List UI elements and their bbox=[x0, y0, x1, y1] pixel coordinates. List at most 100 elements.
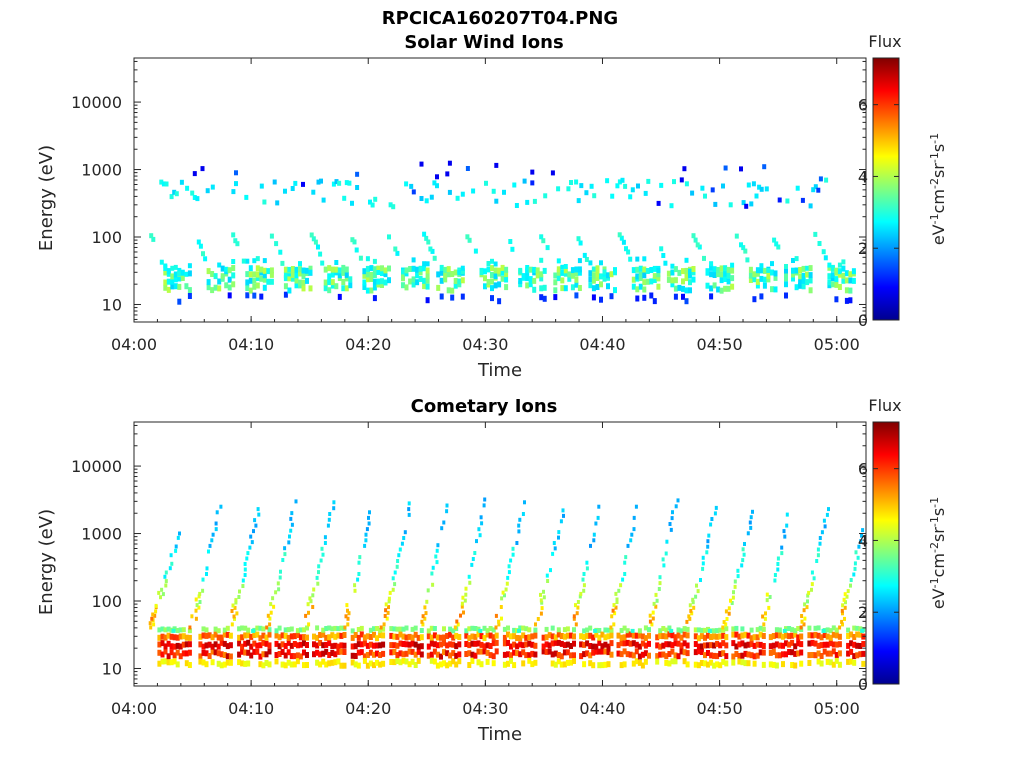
data-cell bbox=[506, 651, 510, 658]
data-cell bbox=[178, 643, 183, 650]
data-cell bbox=[801, 277, 806, 284]
data-cell bbox=[334, 283, 339, 290]
data-cell bbox=[490, 295, 494, 302]
data-cell bbox=[837, 268, 842, 275]
data-cell bbox=[751, 181, 756, 187]
data-cell bbox=[670, 642, 675, 649]
data-cell bbox=[497, 622, 501, 627]
data-cell bbox=[169, 194, 174, 200]
data-cell bbox=[710, 187, 715, 193]
data-cell bbox=[267, 631, 272, 638]
data-cell bbox=[470, 657, 475, 664]
data-cell bbox=[547, 648, 552, 655]
data-cell bbox=[228, 659, 233, 666]
data-cell bbox=[606, 661, 611, 668]
data-cell bbox=[515, 650, 520, 657]
data-cell bbox=[553, 294, 558, 301]
data-cell bbox=[344, 271, 349, 278]
data-cell bbox=[488, 632, 493, 639]
data-cell bbox=[479, 633, 484, 640]
data-cell bbox=[567, 271, 572, 278]
data-cell bbox=[743, 542, 746, 546]
data-cell bbox=[694, 594, 698, 599]
data-cell bbox=[422, 261, 427, 267]
x-tick-label: 04:50 bbox=[697, 699, 743, 718]
data-cell bbox=[283, 627, 288, 633]
data-cell bbox=[213, 284, 218, 291]
data-cell bbox=[289, 633, 294, 640]
data-cell bbox=[154, 609, 158, 614]
data-cell bbox=[464, 586, 468, 591]
data-cell bbox=[187, 270, 192, 277]
data-cell bbox=[396, 559, 400, 563]
data-cell bbox=[556, 266, 561, 273]
data-cell bbox=[715, 653, 720, 660]
data-cell bbox=[770, 286, 774, 293]
data-cell bbox=[511, 546, 515, 551]
data-cell bbox=[378, 642, 383, 649]
data-cell bbox=[518, 281, 523, 288]
data-cell bbox=[164, 583, 168, 588]
data-cell bbox=[670, 269, 675, 276]
data-cell bbox=[321, 631, 326, 638]
data-cell bbox=[851, 277, 856, 284]
data-cell bbox=[667, 625, 672, 631]
unit-exponent: -1 bbox=[928, 133, 941, 144]
data-cell bbox=[168, 566, 172, 571]
data-cell bbox=[473, 626, 478, 631]
data-cell bbox=[791, 258, 795, 263]
data-cell bbox=[574, 266, 579, 273]
data-cell bbox=[780, 551, 784, 556]
data-cell bbox=[387, 605, 390, 610]
data-cell bbox=[539, 294, 544, 301]
data-cell bbox=[255, 265, 260, 272]
data-cell bbox=[485, 631, 490, 638]
data-cell bbox=[372, 272, 377, 278]
data-cell bbox=[813, 231, 818, 237]
data-cell bbox=[402, 536, 406, 540]
data-cell bbox=[563, 267, 568, 274]
data-cell bbox=[799, 633, 804, 640]
data-cell bbox=[669, 527, 673, 532]
data-cell bbox=[574, 276, 579, 283]
data-cell bbox=[261, 632, 266, 639]
colorbar-tick-label: 0 bbox=[858, 311, 868, 330]
data-cell bbox=[339, 648, 344, 655]
data-cell bbox=[255, 256, 260, 262]
data-cell bbox=[164, 570, 168, 575]
data-cell bbox=[245, 285, 250, 291]
data-cell bbox=[582, 252, 587, 258]
data-cell bbox=[477, 527, 481, 532]
data-cell bbox=[210, 643, 215, 650]
data-cell bbox=[588, 632, 593, 639]
data-cell bbox=[475, 539, 478, 544]
data-cell bbox=[616, 650, 621, 657]
data-cell bbox=[706, 632, 710, 639]
data-cell bbox=[261, 662, 266, 669]
data-cell bbox=[407, 507, 411, 512]
data-cell bbox=[652, 265, 657, 272]
data-cell bbox=[685, 642, 690, 649]
data-cell bbox=[759, 263, 764, 269]
data-cell bbox=[343, 625, 347, 630]
data-cell bbox=[163, 627, 168, 633]
data-cell bbox=[213, 631, 218, 638]
data-cell bbox=[454, 661, 459, 668]
data-cell bbox=[425, 283, 430, 290]
data-cell bbox=[319, 178, 323, 184]
data-cell bbox=[200, 166, 205, 172]
data-cell bbox=[274, 658, 279, 665]
data-cell bbox=[283, 652, 288, 659]
data-cell bbox=[356, 627, 361, 632]
data-cell bbox=[807, 632, 812, 639]
data-cell bbox=[528, 266, 533, 273]
data-cell bbox=[194, 616, 198, 621]
data-cell bbox=[429, 634, 434, 641]
data-cell bbox=[362, 634, 367, 641]
data-cell bbox=[734, 625, 739, 631]
data-cell bbox=[574, 179, 579, 185]
data-cell bbox=[210, 184, 215, 190]
data-cell bbox=[577, 269, 582, 276]
data-cell bbox=[163, 263, 168, 269]
data-cell bbox=[702, 255, 706, 261]
